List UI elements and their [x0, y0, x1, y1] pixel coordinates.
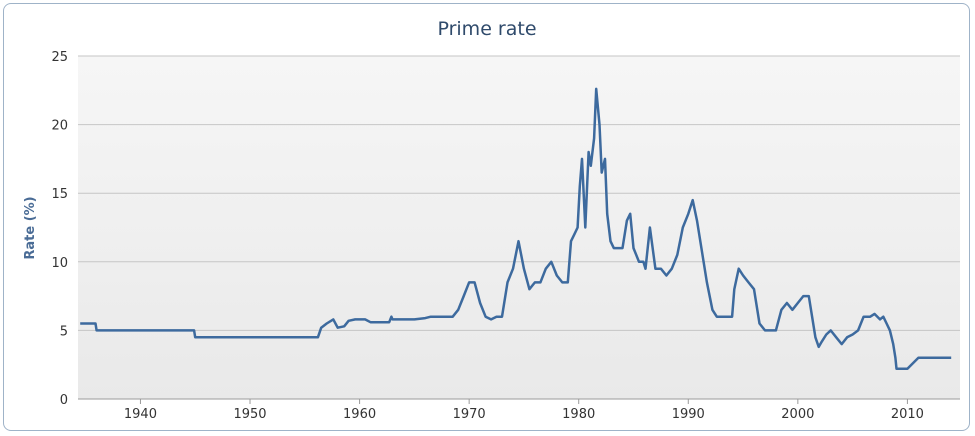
y-tick-label: 5	[60, 324, 68, 339]
y-tick-label: 20	[51, 119, 68, 134]
x-tick-label: 1980	[562, 407, 595, 422]
y-tick-label: 15	[51, 187, 68, 202]
grid-lines	[78, 55, 960, 400]
chart-title: Prime rate	[437, 18, 536, 40]
y-tick-label: 25	[51, 50, 68, 65]
x-tick-label: 1970	[453, 407, 486, 422]
prime-rate-line	[80, 87, 952, 371]
y-axis-ticks: 0 5 10 15 20 25	[51, 50, 68, 408]
x-tick-label: 1940	[124, 407, 157, 422]
plot-area	[78, 56, 960, 399]
y-tick-label: 10	[51, 256, 68, 271]
y-axis-label: Rate (%)	[23, 196, 38, 259]
x-axis-ticks: 1940 1950 1960 1970 1980 1990 2000 2010	[124, 399, 924, 422]
x-tick-label: 2000	[781, 407, 814, 422]
x-tick-label: 2010	[891, 407, 924, 422]
x-tick-label: 1950	[233, 407, 266, 422]
x-tick-label: 1990	[672, 407, 705, 422]
x-tick-label: 1960	[343, 407, 376, 422]
y-tick-label: 0	[60, 393, 68, 408]
